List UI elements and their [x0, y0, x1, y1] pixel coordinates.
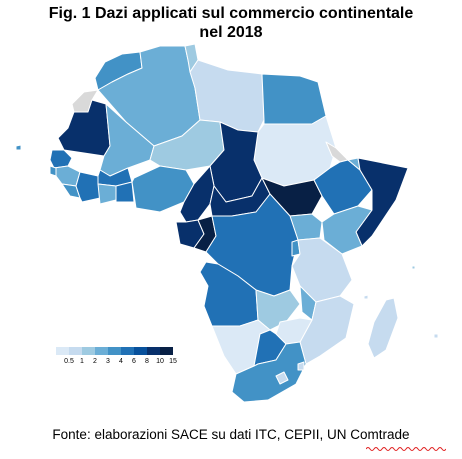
legend-tick-1: 1: [80, 358, 84, 365]
region-madagascar: [367, 297, 399, 359]
legend-tick-3: 3: [106, 358, 110, 365]
africa-tariff-map: [15, 44, 439, 403]
region-kenya: [321, 205, 373, 255]
legend-tick-5: 6: [132, 358, 136, 365]
legend-swatch-4: [108, 347, 121, 355]
region-eswatini: [297, 361, 305, 371]
region-lesotho: [275, 371, 289, 385]
title-line-2: nel 2018: [199, 24, 263, 41]
region-benin: [115, 181, 135, 203]
legend-tick-6: 8: [145, 358, 149, 365]
title-line-1: Fig. 1 Dazi applicati sul commercio cont…: [48, 5, 414, 22]
region-seychelles: [411, 265, 416, 270]
region-guinea: [53, 165, 81, 187]
legend-tick-2: 2: [93, 358, 97, 365]
spellcheck-underline: [366, 447, 446, 451]
legend-swatch-2: [82, 347, 95, 355]
legend-swatch-5: [121, 347, 134, 355]
region-mauritius: [433, 333, 439, 339]
legend-tick-8: 15: [169, 358, 177, 365]
legend-swatch-8: [160, 347, 173, 355]
legend-swatch-0: [56, 347, 69, 355]
region-egypt: [261, 73, 327, 125]
region-guinea-bissau: [49, 165, 57, 177]
region-somalia: [355, 157, 409, 247]
legend-swatch-6: [134, 347, 147, 355]
figure-title: Fig. 1 Dazi applicati sul commercio cont…: [0, 4, 462, 42]
region-south-africa: [231, 341, 307, 403]
legend-tick-4: 4: [119, 358, 123, 365]
region-comoros: [363, 294, 369, 300]
region-ghana: [97, 183, 117, 205]
region-cape-verde: [15, 144, 22, 151]
region-ivory-coast: [75, 171, 101, 203]
legend-swatch-1: [69, 347, 82, 355]
source-note: Fonte: elaborazioni SACE su dati ITC, CE…: [52, 427, 410, 442]
legend-tick-0: 0.5: [64, 358, 74, 365]
legend-swatch-3: [95, 347, 108, 355]
legend-swatch-7: [147, 347, 160, 355]
legend-tick-7: 10: [156, 358, 164, 365]
region-senegal: [49, 149, 73, 169]
